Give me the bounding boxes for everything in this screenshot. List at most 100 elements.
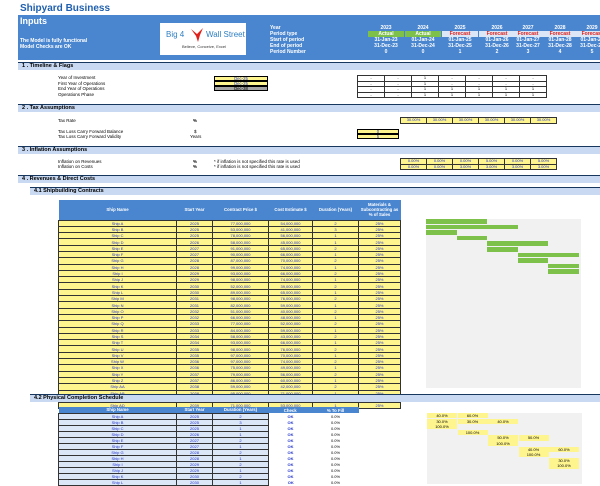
timeline-start: 01-Jan-29 [580, 37, 600, 43]
subsection-physical-completion: 4.2 Physical Completion Schedule [30, 394, 600, 402]
ship-row: Ship AA 2038 59,000,000 42,000,000 2 25% [58, 383, 401, 391]
tlcf-balance-input[interactable]: 0 [357, 129, 399, 134]
completion-pct-input[interactable]: 60.0% [457, 413, 488, 419]
flag-cell: 1 [438, 91, 466, 98]
flag-cell: 1 [411, 91, 439, 98]
completion-pct-input[interactable]: 30.0% [549, 457, 579, 464]
gantt-bar [517, 252, 579, 258]
ship-cell[interactable]: 25% [358, 276, 401, 284]
timeline-start: 01-Jan-27 [516, 37, 540, 43]
ship-row: Ship H 2028 99,000,000 74,000,000 1 25% [58, 263, 401, 271]
timeline-column-2026: 2026 Forecast 01-Jan-26 31-Dec-26 2 [479, 25, 515, 55]
ship-cell[interactable]: 25% [358, 345, 401, 353]
inflation-cost-input[interactable]: 3.00% [504, 163, 531, 170]
ship-cell[interactable]: 25% [358, 288, 401, 297]
tax-rate-input[interactable]: 30.00% [426, 117, 453, 124]
ship-cell[interactable]: 25% [358, 282, 401, 290]
ship-cell[interactable]: 25% [358, 332, 401, 341]
timeline-type: Forecast [542, 31, 578, 37]
ship-row: Ship C 2025 78,000,000 56,000,000 1 25% [58, 232, 401, 240]
ship-cell[interactable]: 25% [358, 326, 401, 334]
tlcf-validity-input[interactable]: 5 [357, 134, 399, 139]
timeline-period: 2 [495, 49, 499, 55]
completion-pct-input[interactable]: 50.0% [488, 435, 518, 441]
gantt-bar [487, 247, 518, 252]
ship-cell[interactable]: 25% [358, 364, 401, 372]
completion-pct-input[interactable]: 40.0% [488, 418, 518, 424]
completion-pct-input[interactable]: 100.0% [549, 463, 579, 469]
ship-row: Ship X 2036 75,000,000 49,000,000 1 25% [58, 364, 401, 372]
completion-pct-input[interactable]: 60.0% [549, 446, 579, 452]
inflation-cost-input[interactable]: 3.00% [530, 163, 557, 170]
ship-cell[interactable]: 25% [358, 307, 401, 315]
check-status: OK [268, 437, 313, 443]
timeline-column-2028: 2028 Forecast 01-Jan-28 31-Dec-28 4 [542, 25, 578, 55]
ship-cell[interactable]: 25% [358, 402, 401, 410]
tax-rate-input[interactable]: 30.00% [478, 117, 505, 124]
completion-pct-input[interactable]: 40.0% [518, 446, 549, 452]
check-status: OK [268, 419, 313, 425]
timeline-year: 2025 [454, 25, 466, 31]
ship-cell[interactable]: 25% [358, 376, 401, 385]
tlcf-validity-label: Tax Loss Carry Forward Validity [58, 134, 122, 139]
label-end-year-ops: End Year of Operations [58, 86, 105, 91]
logo-text-right: Wall Street [206, 30, 245, 39]
ship-cell[interactable]: 25% [358, 263, 401, 271]
ship-cell[interactable]: 25% [358, 301, 401, 309]
year-of-investment-input[interactable]: Dec-25 [214, 76, 268, 81]
completion-pct-input[interactable]: 100.0% [518, 452, 549, 458]
tax-rate-input[interactable]: 30.00% [452, 117, 479, 124]
check-status: OK [268, 425, 313, 431]
first-year-ops-input[interactable]: Dec-25 [214, 81, 268, 86]
completion-pct-input[interactable]: 100.0% [457, 429, 488, 436]
ship-cell[interactable]: 25% [358, 269, 401, 278]
completion-cell[interactable]: 2030 [176, 478, 213, 486]
timeline-row-labels: Year Period type Start of period End of … [270, 25, 306, 55]
completion-pct-input[interactable]: 40.0% [427, 413, 457, 419]
flag-cell: 1 [519, 86, 547, 93]
ship-row: Ship P 2032 66,000,000 48,000,000 1 25% [58, 313, 401, 322]
timeline-period: 3 [526, 49, 530, 55]
page-title: Shipyard Business [20, 3, 111, 14]
status-checks: Model Checks are OK [20, 44, 72, 50]
completion-row: Ship F 2027 1 OK 0.0% [58, 442, 359, 450]
label-year: Year [270, 25, 281, 31]
ship-row: Ship L 2030 89,000,000 65,000,000 1 25% [58, 288, 401, 297]
ship-cell[interactable]: 25% [358, 313, 401, 322]
completion-pct-input[interactable]: 100.0% [488, 441, 518, 447]
ship-row: Ship Y 2037 79,000,000 56,000,000 2 25% [58, 370, 401, 378]
gantt-bar [487, 241, 548, 246]
completion-cell[interactable]: 1 [212, 478, 269, 486]
tax-rate-input[interactable]: 30.00% [400, 117, 427, 124]
inflation-revenues-label: Inflation on Revenues [58, 159, 102, 164]
inflation-cost-input[interactable]: 3.00% [478, 163, 505, 170]
gantt-bar [426, 230, 457, 235]
col-start-year: Start Year [176, 200, 213, 220]
inflation-cost-input[interactable]: 0.00% [400, 163, 427, 170]
ship-cell[interactable]: 25% [358, 257, 401, 265]
check-status: OK [268, 467, 313, 473]
completion-pct-input[interactable]: 30.0% [457, 418, 488, 424]
ship-row: Ship W 2036 97,000,000 74,000,000 2 25% [58, 358, 401, 366]
ship-cell[interactable]: 25% [358, 320, 401, 328]
ship-cell[interactable]: 25% [358, 383, 401, 391]
ship-cell[interactable]: 25% [358, 351, 401, 360]
col-ship-name: Ship Name [58, 407, 177, 413]
completion-pct-input[interactable]: 100.0% [427, 424, 457, 430]
ship-cell[interactable]: 25% [358, 250, 401, 259]
tax-rate-input[interactable]: 30.00% [504, 117, 531, 124]
timeline-start: 01-Jan-26 [485, 37, 509, 43]
completion-row: Ship L 2030 1 OK 0.0% [58, 478, 359, 486]
ship-cell[interactable]: 25% [358, 339, 401, 347]
completion-cell[interactable]: Ship L [58, 478, 177, 486]
tax-rate-input[interactable]: 30.00% [530, 117, 557, 124]
completion-pct-input[interactable]: 50.0% [518, 435, 549, 441]
inflation-cost-input[interactable]: 0.00% [426, 163, 453, 170]
ship-cell[interactable]: 25% [358, 370, 401, 378]
completion-pct-input[interactable]: 30.0% [427, 418, 457, 424]
inflation-cost-input[interactable]: 3.00% [452, 163, 479, 170]
ship-cell[interactable]: 25% [358, 295, 401, 303]
ship-cell[interactable]: 25% [358, 358, 401, 366]
timeline-year: 2027 [522, 25, 534, 31]
